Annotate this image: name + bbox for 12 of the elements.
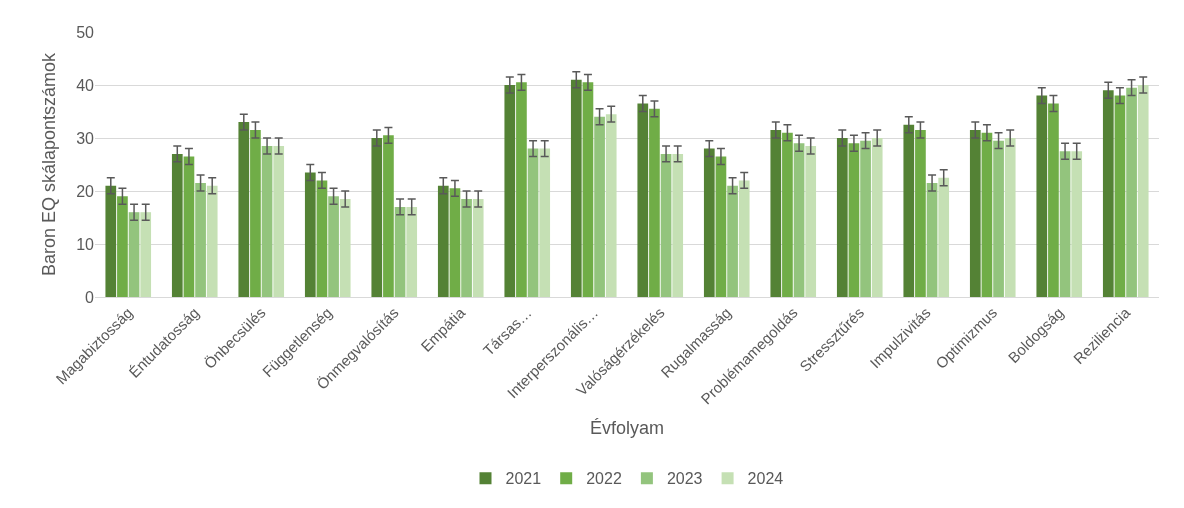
- y-axis-title: Baron EQ skálapontszámok: [39, 51, 60, 277]
- legend-label: 2021: [505, 470, 542, 488]
- y-tick-label: 40: [76, 76, 95, 94]
- y-tick-label: 50: [76, 23, 95, 41]
- legend-label: 2024: [747, 470, 784, 488]
- legend-label: 2023: [666, 470, 703, 488]
- x-axis-title: Évfolyam: [589, 418, 665, 439]
- y-tick-label: 10: [76, 235, 95, 253]
- y-tick-label: 20: [76, 182, 95, 200]
- y-tick-label: 30: [76, 129, 95, 147]
- y-tick-label: 0: [85, 288, 95, 306]
- legend-label: 2022: [586, 470, 622, 488]
